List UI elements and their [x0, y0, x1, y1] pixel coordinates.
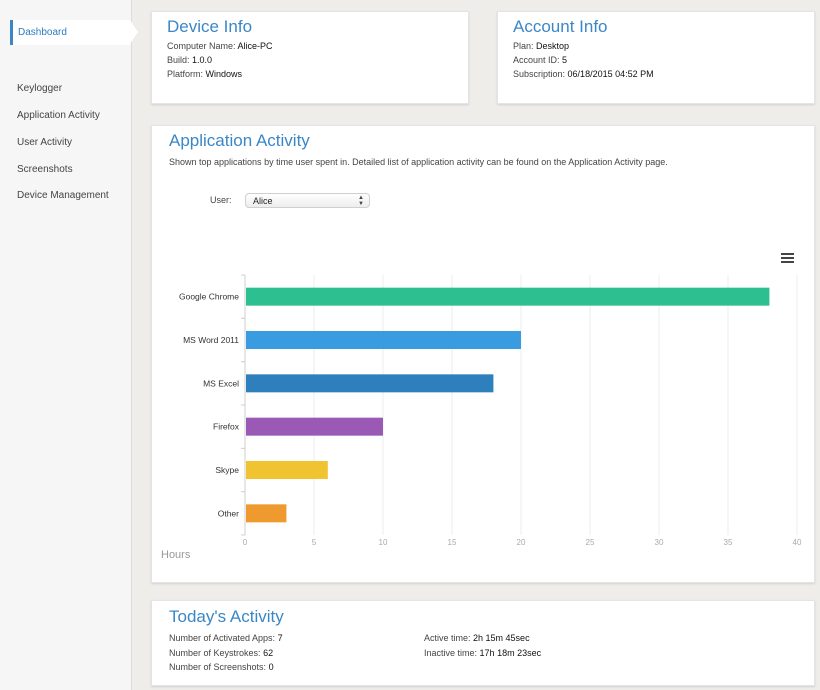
sidebar-item-keylogger[interactable]: Keylogger — [17, 83, 63, 94]
app-activity-bar-chart: 0 5 10 15 20 25 30 35 40 Google Chrome MS Word 201… — [161, 274, 802, 561]
category-label: MS Word 2011 — [183, 335, 239, 345]
x-tick-label: 25 — [586, 538, 595, 547]
platform-value: Windows — [205, 69, 243, 79]
application-activity-title: Application Activity — [169, 131, 310, 150]
category-label: MS Excel — [203, 378, 239, 388]
computer-name-row: Computer Name: Alice-PC — [167, 41, 273, 51]
build-value: 1.0.0 — [192, 55, 213, 65]
x-axis-title: Hours — [161, 549, 191, 561]
keystrokes-value: 62 — [263, 648, 274, 658]
user-select[interactable]: Alice ▲ ▼ — [245, 193, 370, 208]
category-label: Firefox — [213, 422, 240, 432]
device-info-title: Device Info — [167, 17, 253, 36]
computer-name-value: Alice-PC — [237, 41, 273, 51]
active-time-value: 2h 15m 45sec — [473, 633, 530, 643]
active-time-label: Active time: — [424, 633, 471, 643]
active-time-row: Active time: 2h 15m 45sec — [424, 633, 530, 643]
category-label: Google Chrome — [179, 292, 239, 302]
category-label: Skype — [215, 465, 239, 475]
bar — [246, 374, 494, 393]
sidebar-item-screenshots[interactable]: Screenshots — [17, 164, 73, 175]
platform-label: Platform: — [167, 69, 204, 79]
user-label: User: — [210, 195, 232, 205]
account-id-label: Account ID: — [513, 55, 560, 65]
x-tick-label: 0 — [243, 538, 248, 547]
screenshots-value: 0 — [268, 662, 274, 672]
subscription-row: Subscription: 06/18/2015 04:52 PM — [513, 69, 654, 79]
computer-name-label: Computer Name: — [167, 41, 236, 51]
x-tick-label: 5 — [312, 538, 317, 547]
activated-apps-row: Number of Activated Apps: 7 — [169, 633, 283, 643]
screenshots-row: Number of Screenshots: 0 — [169, 662, 274, 672]
bar — [246, 417, 383, 436]
activated-apps-label: Number of Activated Apps: — [169, 633, 276, 643]
inactive-time-label: Inactive time: — [424, 648, 478, 658]
x-tick-label: 20 — [517, 538, 526, 547]
plan-row: Plan: Desktop — [513, 41, 569, 51]
hamburger-menu-icon[interactable] — [781, 253, 794, 265]
activated-apps-value: 7 — [277, 633, 283, 643]
bar — [246, 331, 521, 349]
x-tick-label: 30 — [655, 538, 664, 547]
select-arrows-icon: ▲ ▼ — [358, 195, 364, 207]
account-id-value: 5 — [562, 55, 568, 65]
plan-label: Plan: — [513, 41, 534, 51]
x-tick-label: 10 — [379, 538, 388, 547]
application-activity-description: Shown top applications by time user spen… — [169, 157, 668, 167]
sidebar-item-dashboard[interactable]: Dashboard — [10, 20, 138, 45]
platform-row: Platform: Windows — [167, 69, 242, 79]
bar — [246, 461, 328, 479]
sidebar: Dashboard Keylogger Application Activity… — [0, 0, 138, 690]
x-tick-label: 40 — [793, 538, 802, 547]
todays-activity-title: Today's Activity — [169, 607, 284, 626]
account-info-title: Account Info — [513, 17, 608, 36]
device-info-card — [151, 11, 469, 104]
todays-activity-card — [151, 600, 815, 686]
sidebar-item-device-management[interactable]: Device Management — [17, 190, 109, 201]
build-row: Build: 1.0.0 — [167, 55, 212, 65]
inactive-time-row: Inactive time: 17h 18m 23sec — [424, 648, 541, 658]
keystrokes-row: Number of Keystrokes: 62 — [169, 648, 273, 658]
account-id-row: Account ID: 5 — [513, 55, 567, 65]
bar — [246, 504, 287, 523]
user-select-value: Alice — [253, 196, 273, 206]
x-tick-label: 15 — [448, 538, 457, 547]
keystrokes-label: Number of Keystrokes: — [169, 648, 261, 658]
subscription-label: Subscription: — [513, 69, 566, 79]
screenshots-label: Number of Screenshots: — [169, 662, 267, 672]
sidebar-item-application-activity[interactable]: Application Activity — [17, 110, 100, 121]
sidebar-item-user-activity[interactable]: User Activity — [17, 137, 73, 148]
subscription-value: 06/18/2015 04:52 PM — [567, 69, 654, 79]
bar — [246, 287, 770, 306]
x-tick-label: 35 — [724, 538, 733, 547]
build-label: Build: — [167, 55, 190, 65]
category-label: Other — [218, 508, 239, 518]
account-info-card — [497, 11, 815, 104]
inactive-time-value: 17h 18m 23sec — [479, 648, 542, 658]
plan-value: Desktop — [536, 41, 570, 51]
